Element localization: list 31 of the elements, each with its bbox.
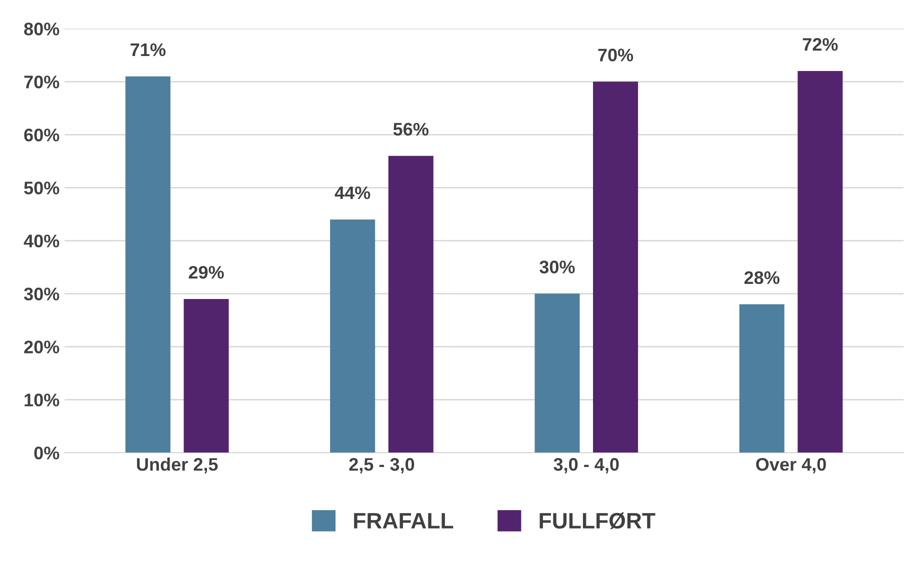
legend-label: FRAFALL — [354, 513, 454, 528]
legend-label: FULLFØRT — [540, 512, 656, 530]
bar — [798, 71, 843, 453]
y-tick-label: 0% — [34, 446, 60, 460]
bar — [184, 298, 229, 453]
data-label: 29% — [188, 266, 224, 279]
x-tick-label: Under 2,5 — [137, 458, 218, 474]
y-tick-label: 20% — [24, 340, 60, 354]
data-label: 71% — [130, 43, 166, 56]
bar — [125, 76, 170, 453]
y-tick-label: 50% — [24, 182, 60, 194]
bar — [593, 82, 638, 453]
y-tick-label: 30% — [24, 288, 60, 300]
data-label: 30% — [540, 260, 575, 274]
y-tick-label: 10% — [24, 394, 60, 406]
data-label: 72% — [802, 38, 838, 51]
bar — [330, 219, 376, 453]
x-tick-label: 2,5 - 3,0 — [349, 458, 414, 474]
data-label: 56% — [393, 122, 428, 136]
y-tick-label: 80% — [24, 22, 60, 36]
y-tick-label: 40% — [24, 234, 60, 248]
bar — [739, 304, 784, 453]
y-tick-label: 70% — [24, 76, 60, 88]
x-tick-label: 3,0 - 4,0 — [554, 458, 619, 474]
y-tick-label: 60% — [24, 128, 60, 142]
data-label: 28% — [744, 271, 780, 284]
data-label: 70% — [598, 48, 634, 62]
x-tick-label: Over 4,0 — [756, 458, 826, 474]
bar — [534, 294, 580, 453]
bar — [388, 156, 434, 453]
data-label: 44% — [334, 186, 370, 200]
